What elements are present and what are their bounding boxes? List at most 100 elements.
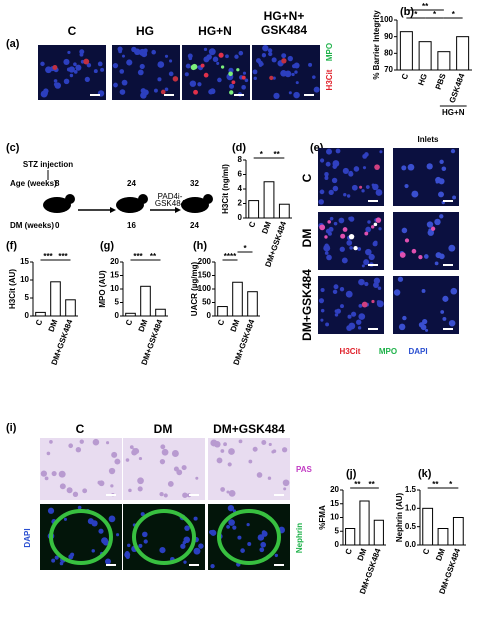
- nucleus: [426, 163, 433, 170]
- nucleus: [452, 195, 457, 200]
- nucleus: [373, 282, 379, 289]
- nucleus: [312, 75, 316, 79]
- diagram-text: 8: [55, 179, 60, 188]
- nucleus: [328, 189, 334, 196]
- nucleus: [127, 543, 131, 548]
- nucleus: [339, 287, 345, 292]
- scale-bar: [443, 264, 453, 266]
- nucleus: [252, 446, 258, 452]
- column-label: HG+N+: [264, 9, 305, 23]
- nucleus: [448, 319, 456, 327]
- significance-label: **: [432, 480, 439, 489]
- nucleus: [379, 150, 383, 154]
- signal: [375, 217, 382, 223]
- y-tick-label: 10: [110, 284, 119, 293]
- nucleus: [348, 291, 352, 296]
- significance-label: *: [243, 244, 247, 253]
- significance-label: **: [369, 480, 376, 489]
- nucleus: [434, 218, 441, 226]
- row-label: DM+GSK484: [300, 269, 314, 341]
- image-bg: [318, 148, 384, 206]
- y-tick-label: 2: [238, 199, 243, 208]
- mouse: [181, 194, 213, 213]
- diagram-text: 16: [127, 221, 136, 230]
- nucleus: [271, 57, 277, 63]
- nucleus: [357, 247, 362, 251]
- nucleus: [157, 77, 162, 82]
- nucleus: [326, 254, 332, 261]
- nucleus: [220, 449, 225, 453]
- signal: [220, 65, 225, 69]
- bar: [278, 203, 290, 219]
- nucleus: [79, 439, 84, 444]
- panel-label: (b): [400, 6, 414, 18]
- micrograph: [40, 504, 122, 570]
- y-tick-label: 10: [20, 275, 29, 284]
- nucleus: [450, 287, 458, 295]
- nucleus: [281, 53, 287, 59]
- signal: [52, 64, 58, 71]
- y-tick-label: 90: [384, 32, 393, 41]
- nucleus: [108, 515, 116, 523]
- nucleus: [440, 310, 445, 314]
- nucleus: [280, 70, 287, 77]
- signal: [353, 245, 358, 251]
- nucleus: [119, 69, 125, 74]
- nucleus: [347, 314, 352, 319]
- nucleus: [214, 441, 221, 448]
- scale-bar: [368, 200, 378, 202]
- bar: [65, 299, 76, 317]
- nucleus: [227, 504, 235, 512]
- bar: [422, 507, 434, 546]
- signal: [404, 238, 410, 243]
- nucleus: [377, 286, 382, 290]
- nucleus: [358, 304, 363, 308]
- y-tick-label: 15: [330, 499, 339, 508]
- nucleus: [164, 87, 169, 92]
- nucleus: [137, 477, 144, 485]
- bar: [399, 31, 413, 71]
- nucleus: [63, 78, 70, 85]
- signal: [340, 233, 346, 239]
- nucleus: [217, 77, 222, 83]
- nucleus: [93, 69, 98, 74]
- signal: [324, 235, 328, 239]
- nucleus: [367, 220, 371, 224]
- y-tick-label: 15: [20, 257, 29, 266]
- nucleus: [47, 507, 55, 514]
- nucleus: [73, 70, 78, 74]
- column-label: HG+N: [198, 24, 232, 38]
- signal: [319, 224, 326, 231]
- nucleus: [164, 54, 169, 58]
- nucleus: [73, 62, 77, 66]
- nucleus: [51, 558, 56, 563]
- signal: [83, 58, 90, 65]
- nucleus: [261, 53, 267, 58]
- column-label: C: [68, 24, 77, 38]
- nucleus: [54, 555, 59, 560]
- nucleus: [226, 490, 230, 494]
- y-tick-label: 0: [115, 311, 120, 320]
- nucleus: [228, 519, 235, 526]
- nucleus: [320, 288, 325, 293]
- nucleus: [129, 445, 134, 450]
- y-tick-label: 0: [207, 311, 212, 320]
- signal: [364, 231, 369, 236]
- nucleus: [256, 58, 262, 64]
- nucleus: [121, 54, 125, 58]
- nucleus: [353, 166, 360, 172]
- y-tick-label: 20: [110, 257, 119, 266]
- bar: [359, 500, 370, 546]
- nucleus: [216, 457, 223, 464]
- nucleus: [423, 254, 429, 259]
- y-tick-label: 6: [238, 170, 243, 179]
- x-tick-label: DM: [47, 318, 60, 333]
- nucleus: [208, 48, 216, 56]
- signal: [374, 164, 380, 171]
- nucleus: [69, 73, 74, 78]
- nucleus: [268, 51, 273, 57]
- nucleus: [325, 228, 331, 234]
- x-tick-label: DM: [229, 318, 242, 333]
- signal: [430, 226, 436, 231]
- nucleus: [203, 47, 208, 51]
